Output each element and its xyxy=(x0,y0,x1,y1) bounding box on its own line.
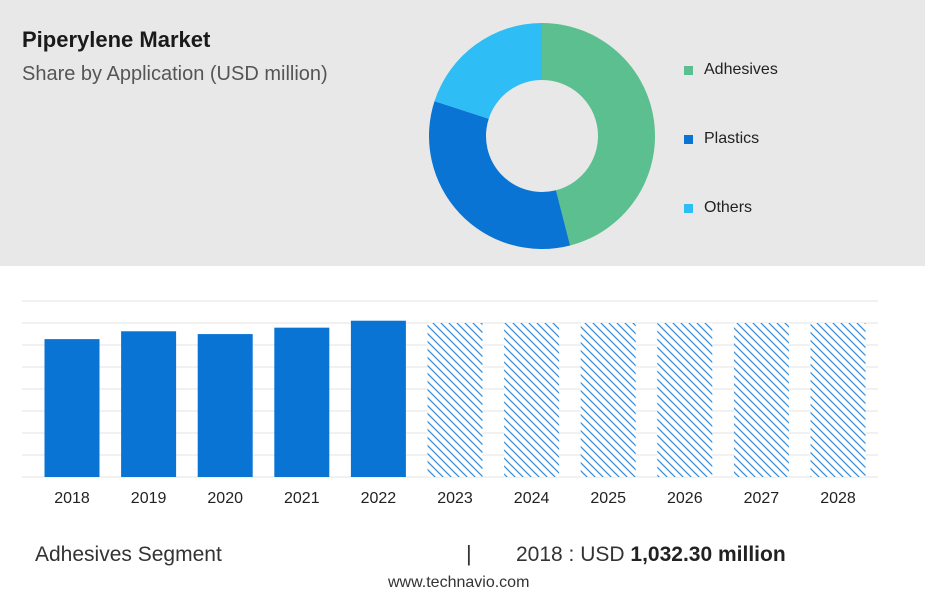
chart-subtitle: Share by Application (USD million) xyxy=(22,63,328,85)
donut-slice-plastics xyxy=(429,101,571,249)
donut-slice-adhesives xyxy=(542,23,655,246)
source-url: www.technavio.com xyxy=(388,574,530,591)
legend-swatch xyxy=(684,134,693,144)
chart-title: Piperylene Market xyxy=(22,27,211,52)
footer-separator: | xyxy=(466,541,472,566)
x-tick-label: 2022 xyxy=(361,490,397,507)
bar-forecast-2028 xyxy=(810,323,866,477)
legend-item-adhesives: Adhesives xyxy=(684,61,778,79)
bar-2019 xyxy=(121,331,177,477)
donut-chart xyxy=(429,23,655,249)
segment-value-amount: 1,032.30 million xyxy=(630,543,786,566)
bar-forecast-2024 xyxy=(504,323,560,477)
legend-label: Adhesives xyxy=(704,61,778,78)
legend-swatch xyxy=(684,65,693,75)
legend-swatch xyxy=(684,203,693,213)
x-tick-label: 2021 xyxy=(284,490,320,507)
x-tick-label: 2018 xyxy=(54,490,90,507)
bar-chart: 2018 2019 2020 2021 2022 2023 2024 2025 2026 2027… xyxy=(22,300,878,507)
x-tick-label: 2019 xyxy=(131,490,167,507)
legend-item-others: Others xyxy=(684,199,752,217)
bar-2022 xyxy=(350,320,406,477)
x-tick-label: 2020 xyxy=(207,490,243,507)
bar-forecast-2025 xyxy=(580,323,636,477)
bar-forecast-2023 xyxy=(427,323,483,477)
legend-item-plastics: Plastics xyxy=(684,130,759,148)
segment-label: Adhesives Segment xyxy=(35,543,222,566)
x-tick-label: 2028 xyxy=(820,490,856,507)
x-tick-label: 2027 xyxy=(744,490,780,507)
segment-value: 2018 : USD 1,032.30 million xyxy=(516,543,786,567)
x-tick-label: 2024 xyxy=(514,490,550,507)
x-tick-label: 2026 xyxy=(667,490,703,507)
x-tick-label: 2025 xyxy=(590,490,626,507)
donut-slice-others xyxy=(434,23,542,119)
bar-2020 xyxy=(197,334,253,477)
x-tick-label: 2023 xyxy=(437,490,473,507)
bar-2021 xyxy=(274,327,330,477)
bar-2018 xyxy=(44,339,100,477)
bar-forecast-2027 xyxy=(733,323,789,477)
segment-value-prefix: 2018 : USD xyxy=(516,543,631,566)
bar-forecast-2026 xyxy=(657,323,713,477)
legend-label: Others xyxy=(704,199,753,216)
legend-label: Plastics xyxy=(704,130,760,147)
